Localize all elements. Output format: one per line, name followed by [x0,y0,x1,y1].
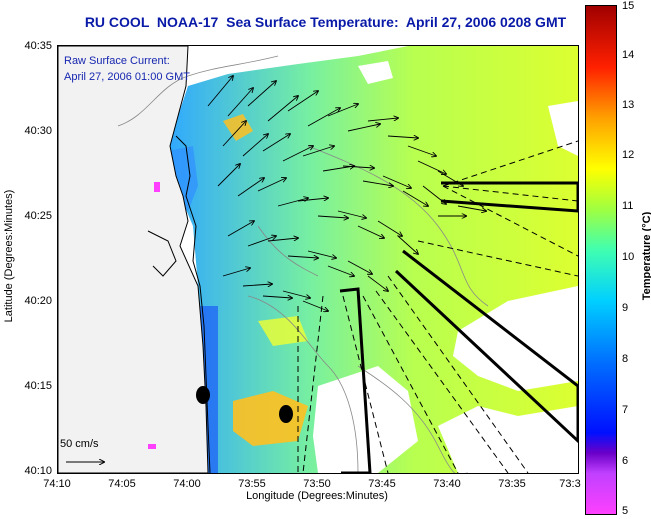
colorbar-tick-label: 10 [622,251,635,263]
sst-coldspot [154,182,160,192]
sst-map-panel [57,45,579,474]
xtick-label: 73:3 [559,478,581,490]
xtick-label: 74:05 [108,478,136,490]
cloud-gap-southeast [438,406,578,473]
y-axis-label: Latitude (Degrees:Minutes) [3,189,15,323]
xtick-label: 74:10 [43,478,71,490]
ytick-label: 40:35 [24,40,52,52]
x-axis-label: Longitude (Degrees:Minutes) [246,490,388,502]
radar-sector-lines [297,140,578,473]
colorbar-tick-label: 8 [622,353,629,365]
xtick-label: 73:40 [433,478,461,490]
land-new-jersey [58,46,209,473]
radar-coverage-boxes [339,181,578,473]
xtick-label: 74:00 [173,478,201,490]
ytick-label: 40:25 [24,210,52,222]
map-canvas [58,46,578,473]
colorbar-tick-label: 7 [622,404,629,416]
colorbar-tick-label: 12 [622,149,635,161]
surface-current-vectors [207,76,486,311]
ytick-label: 40:15 [24,380,52,392]
bathymetry-contours [117,55,489,473]
map-title: RU COOL NOAA-17 Sea Surface Temperature:… [84,14,567,30]
colorbar-tick-label: 14 [622,49,635,61]
cloud-gap-north [358,61,393,84]
colorbar-tick-label: 11 [622,200,634,212]
xtick-label: 73:55 [238,478,266,490]
sst-coldspot [148,444,156,449]
buoy-marker [279,405,293,423]
bay-shoreline [147,230,177,277]
sst-warm-patch-south [233,391,308,446]
colorbar-label: Temperature (°C) [641,211,651,301]
cloud-gap-northeast [548,101,578,156]
xtick-label: 73:45 [368,478,396,490]
buoy-marker [196,386,210,404]
ytick-label: 40:30 [24,125,52,137]
colorbar-gradient [586,6,616,514]
scale-label: 50 cm/s [60,438,99,450]
temperature-colorbar [585,5,617,515]
current-label-line1: Raw Surface Current: [64,55,170,67]
sst-warm-patch-mid [258,316,308,346]
ytick-label: 40:10 [24,465,52,477]
xtick-label: 73:50 [303,478,331,490]
colorbar-tick-label: 15 [622,0,635,12]
colorbar-tick-label: 6 [622,455,629,467]
ytick-label: 40:20 [24,295,52,307]
colorbar-tick-label: 5 [622,505,629,517]
xtick-label: 73:35 [498,478,526,490]
colorbar-tick-label: 13 [622,99,635,111]
current-label-line2: April 27, 2006 01:00 GMT [64,71,190,83]
colorbar-tick-label: 9 [622,302,629,314]
